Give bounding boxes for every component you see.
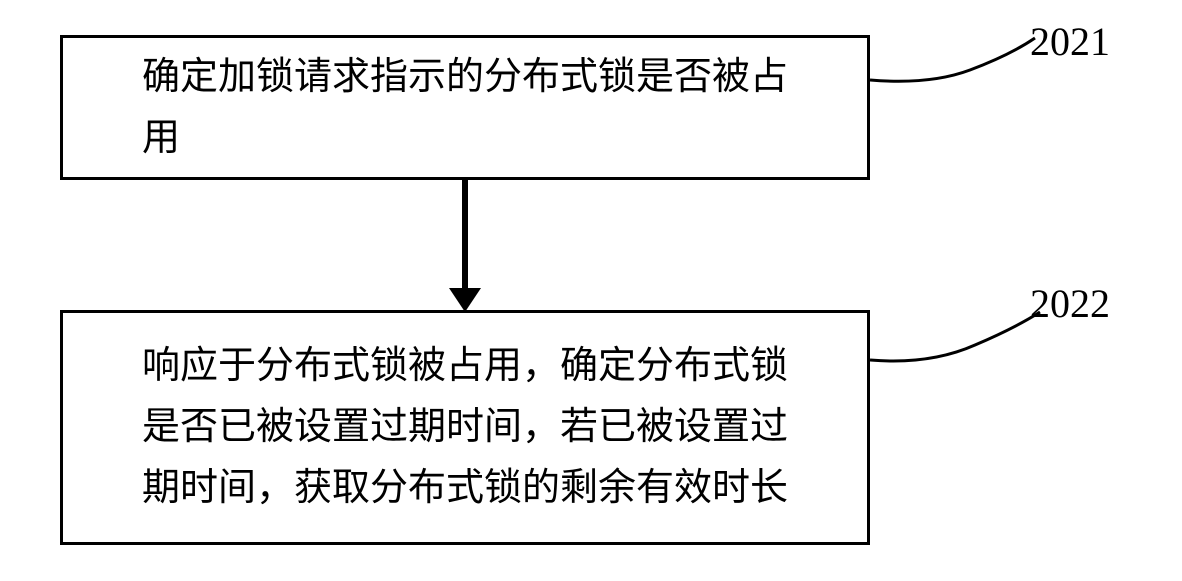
flowchart-node-1: 确定加锁请求指示的分布式锁是否被占 用 [60, 35, 870, 180]
flowchart-node-2: 响应于分布式锁被占用，确定分布式锁 是否已被设置过期时间，若已被设置过 期时间，… [60, 310, 870, 545]
flowchart-container: 确定加锁请求指示的分布式锁是否被占 用 2021 响应于分布式锁被占用，确定分布… [0, 0, 1182, 581]
curve-connector-2 [870, 310, 1055, 385]
curve-connector-1 [870, 35, 1050, 115]
node-1-text: 确定加锁请求指示的分布式锁是否被占 用 [142, 47, 788, 169]
arrow-line [462, 180, 468, 292]
node-2-text: 响应于分布式锁被占用，确定分布式锁 是否已被设置过期时间，若已被设置过 期时间，… [142, 336, 788, 518]
arrow-head [449, 288, 481, 312]
